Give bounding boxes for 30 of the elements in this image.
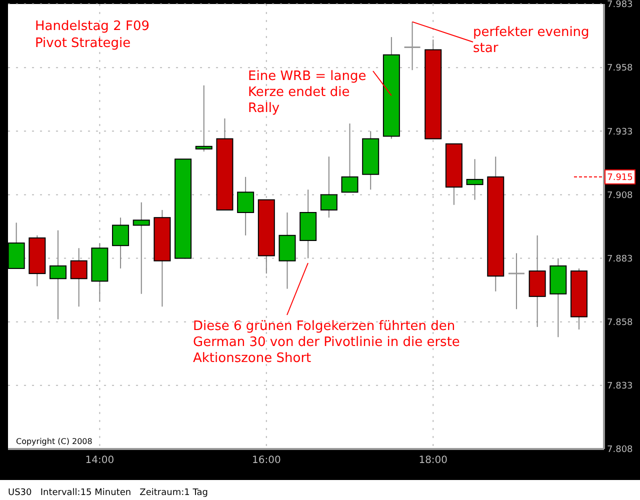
candlestick [112, 217, 130, 269]
x-tick-label: 16:00 [252, 455, 281, 466]
y-tick-label: 7.833 [607, 382, 633, 392]
candlestick [341, 123, 358, 193]
annotation: Diese 6 grünen Folgekerzen führten den German 30 von der Pivotlinie in die erste Aktionszone Short [193, 319, 460, 366]
text: Handelstag 2 F09 [35, 19, 150, 34]
x-tick-label: 14:00 [85, 455, 114, 466]
candlestick [70, 248, 88, 308]
annotation: Copyright (C) 2008 [16, 437, 92, 446]
candlestick [50, 230, 67, 320]
candlestick [320, 156, 338, 218]
y-tick-label: 7.983 [607, 0, 633, 10]
ref-line-label: 7.915 [607, 173, 633, 184]
candlestick [132, 202, 150, 294]
y-tick-label: 7.958 [607, 64, 634, 74]
y-tick-label: 7.908 [607, 190, 634, 201]
candlestick [195, 84, 212, 152]
x-tick-label: 18:00 [418, 455, 448, 466]
y-tick-label: 7.933 [607, 127, 633, 138]
annotation: perfekter evening star [473, 25, 590, 56]
candlestick [404, 21, 422, 71]
text: Pivot Strategie [35, 36, 131, 51]
y-tick-label: 7.858 [607, 318, 634, 328]
y-tick-label: 7.883 [607, 254, 633, 264]
annotation: Eine WRB = lange Kerze endet die Rally [248, 69, 366, 116]
y-tick-label: 7.808 [607, 445, 634, 456]
candlestick [237, 176, 254, 236]
candlestick [508, 252, 526, 310]
candlestick [466, 158, 484, 200]
text: US30 Intervall:15 Minuten Zeitraum:1 Tag [8, 488, 208, 498]
